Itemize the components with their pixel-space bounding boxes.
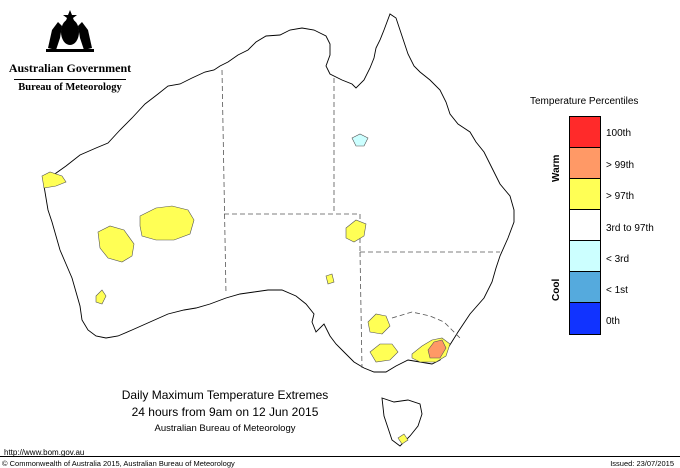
legend-label-97th: > 97th <box>606 191 635 202</box>
legend-colorbar <box>569 116 601 335</box>
legend-label-99th: > 99th <box>606 160 635 171</box>
map-title: Daily Maximum Temperature Extremes <box>121 388 329 402</box>
government-label: Australian Government <box>8 61 132 75</box>
state-borders <box>221 69 500 369</box>
legend-swatch-100th <box>570 117 600 148</box>
region-3rd-qld-gulf <box>351 133 369 147</box>
percentile-regions <box>41 133 451 445</box>
legend-swatch-1st <box>570 272 600 303</box>
tasmania <box>381 397 423 447</box>
region-97th-vic-northwest <box>367 313 391 335</box>
coat-of-arms-icon <box>46 10 94 52</box>
footer-divider <box>0 456 680 457</box>
legend-swatch-0th <box>570 303 600 334</box>
legend-swatch-99th <box>570 148 600 179</box>
map-source: Australian Bureau of Meteorology <box>154 423 296 434</box>
legend-warm-label: Warm <box>551 154 562 182</box>
footer-issued: Issued: 23/07/2015 <box>610 459 674 468</box>
bureau-label: Bureau of Meteorology <box>18 82 122 93</box>
legend-label-1st: < 1st <box>606 285 628 296</box>
region-97th-sa-northeast <box>345 219 367 243</box>
region-97th-sa-small <box>325 273 335 285</box>
footer-url[interactable]: http://www.bom.gov.au <box>4 448 85 457</box>
legend-cool-label: Cool <box>551 278 562 301</box>
australia-mainland <box>43 13 515 373</box>
legend-swatch-3rd-97th <box>570 210 600 241</box>
region-97th-tas <box>397 433 409 445</box>
map-subtitle: 24 hours from 9am on 12 Jun 2015 <box>131 405 319 419</box>
logo-divider <box>14 79 126 80</box>
legend-label-3rd: < 3rd <box>606 254 630 265</box>
region-97th-wa-southwest <box>95 289 107 305</box>
region-99th-vic-east <box>427 339 447 359</box>
legend-label-3rd-97th: 3rd to 97th <box>606 223 654 234</box>
footer-copyright: © Commonwealth of Australia 2015, Austra… <box>2 459 235 468</box>
legend-label-0th: 0th <box>606 316 620 327</box>
region-97th-wa-interior <box>139 205 195 241</box>
region-97th-wa-north <box>41 171 67 189</box>
region-97th-vic-west <box>369 343 399 363</box>
legend-swatch-3rd <box>570 241 600 272</box>
legend-label-100th: 100th <box>606 128 632 139</box>
legend-swatch-97th <box>570 179 600 210</box>
bom-logo: Australian Government Bureau of Meteorol… <box>8 8 132 93</box>
region-97th-wa-central <box>97 225 135 263</box>
legend-title: Temperature Percentiles <box>530 96 639 107</box>
